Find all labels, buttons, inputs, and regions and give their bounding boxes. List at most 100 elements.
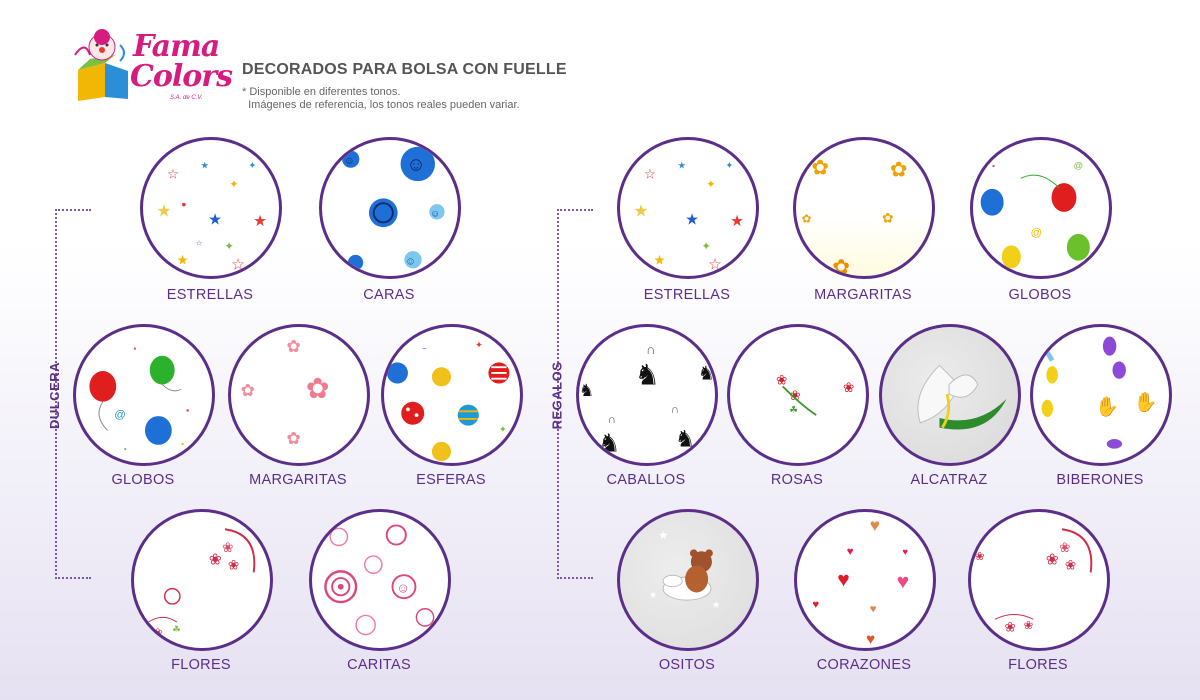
svg-text:★: ★ <box>658 530 668 542</box>
swatch-regalos-estrellas[interactable]: ☆ ★ ✦ ★ ★ ★ ✦ ★ ☆ ✦ <box>617 137 759 279</box>
svg-text:❀: ❀ <box>975 551 985 563</box>
svg-text:@: @ <box>1030 227 1042 239</box>
horses-pattern-icon: ♞ ♞ ♞ ♞ ♞ ∩ ∩ ∩ <box>579 342 715 458</box>
swatch-regalos-flores[interactable]: ❀ ❀ ❀ ❀ ❀ ❀ <box>968 509 1110 651</box>
label-regalos-rosas: ROSAS <box>770 472 824 488</box>
svg-text:♞: ♞ <box>635 359 661 391</box>
svg-text:✿: ✿ <box>287 336 301 356</box>
svg-text:♥: ♥ <box>847 546 854 558</box>
svg-text:♞: ♞ <box>579 380 594 400</box>
flowers-pattern-icon: ❀ ❀ ❀ ❀ ❀ ❀ <box>975 528 1093 635</box>
logo-word-colors: Colors <box>130 59 233 94</box>
svg-text:★: ★ <box>253 213 267 230</box>
hearts-pattern-icon: ♥ ♥ ♥ ♥ ♥ ♥ ♥ ♥ <box>812 515 910 648</box>
swatch-dulcera-globos[interactable]: ✦ ▪ @ ▪ ▪ ▪ <box>73 324 215 466</box>
svg-text:∩: ∩ <box>646 342 656 357</box>
svg-text:✦: ✦ <box>701 241 711 253</box>
svg-text:❀: ❀ <box>228 557 239 572</box>
svg-text:✿: ✿ <box>882 210 893 225</box>
svg-text:✦: ✦ <box>499 424 507 435</box>
regalos-bracket <box>557 209 593 579</box>
swatch-regalos-globos[interactable]: @ @ ▪ <box>970 137 1112 279</box>
swatch-regalos-biberones[interactable]: ✋ ✋ <box>1030 324 1172 466</box>
svg-text:☆: ☆ <box>231 256 245 273</box>
svg-text:♥: ♥ <box>837 569 850 592</box>
swatch-regalos-rosas[interactable]: ❀ ❀ ☘ ❀ <box>727 324 869 466</box>
svg-text:♥: ♥ <box>870 604 877 616</box>
svg-text:@: @ <box>114 409 126 421</box>
roses-pattern-icon: ❀ ❀ ☘ ❀ <box>776 372 854 416</box>
svg-text:★: ★ <box>712 600 721 611</box>
swatch-regalos-margaritas[interactable]: ✿ ✿ ✿ ✿ ✿ <box>793 137 935 279</box>
balloons-pattern-icon: @ @ ▪ <box>980 161 1090 269</box>
svg-text:▪: ▪ <box>992 162 995 171</box>
svg-text:❀: ❀ <box>843 380 854 395</box>
page-title: DECORADOS PARA BOLSA CON FUELLE <box>242 61 567 78</box>
swatch-dulcera-caritas[interactable]: ☺ <box>309 509 451 651</box>
svg-text:✿: ✿ <box>306 373 330 405</box>
swatch-regalos-caballos[interactable]: ♞ ♞ ♞ ♞ ♞ ∩ ∩ ∩ <box>576 324 718 466</box>
balloons-pattern-icon: ✦ ▪ @ ▪ ▪ ▪ <box>86 344 190 454</box>
dulcera-bracket <box>55 209 91 579</box>
svg-text:☺: ☺ <box>396 580 410 595</box>
daisies-pattern-icon: ✿ ✿ ✿ ✿ <box>241 336 330 448</box>
calla-lily-pattern-icon <box>917 364 1007 430</box>
swatch-regalos-alcatraz[interactable] <box>879 324 1021 466</box>
svg-text:✦: ✦ <box>248 161 256 172</box>
svg-text:♥: ♥ <box>866 631 875 648</box>
svg-text:✦: ✦ <box>725 161 733 172</box>
flowers-pattern-icon: ❀ ❀ ❀ ❀ ☘ <box>148 528 256 640</box>
svg-text:❀: ❀ <box>1024 620 1034 632</box>
section-label-regalos: REGALOS <box>549 361 565 430</box>
swatch-dulcera-estrellas[interactable]: ☆ ★ ✦ ★ ★ ★ ● ✦ ★ ☆ ✦ ☆ <box>140 137 282 279</box>
label-dulcera-globos: GLOBOS <box>111 472 175 488</box>
swatch-regalos-ositos[interactable]: ★ ★ ★ <box>617 509 759 651</box>
svg-text:❀: ❀ <box>1065 557 1076 572</box>
smiley-faces-pattern-icon: ☺ <box>324 524 435 636</box>
svg-text:✿: ✿ <box>811 156 829 179</box>
baby-bottles-footprints-pattern-icon: ✋ ✋ <box>1038 336 1158 449</box>
svg-text:❀: ❀ <box>776 372 787 387</box>
clown-box-logo-icon <box>74 29 128 101</box>
svg-text:✦: ✦ <box>475 340 483 351</box>
svg-text:❀: ❀ <box>1059 540 1070 555</box>
svg-text:☺: ☺ <box>405 256 416 268</box>
svg-text:☆: ☆ <box>708 256 722 273</box>
label-dulcera-margaritas: MARGARITAS <box>249 472 347 488</box>
svg-text:●: ● <box>181 199 186 209</box>
svg-text:★: ★ <box>677 161 686 172</box>
stars-pattern-icon: ☆ ★ ✦ ★ ★ ★ ✦ ★ ☆ ✦ <box>633 161 744 274</box>
label-regalos-ositos: OSITOS <box>658 657 716 673</box>
logo-word-fama: Fama <box>133 29 220 64</box>
svg-text:★: ★ <box>730 213 744 230</box>
label-dulcera-caras: CARAS <box>363 287 415 303</box>
swatch-dulcera-margaritas[interactable]: ✿ ✿ ✿ ✿ <box>228 324 370 466</box>
svg-text:☆: ☆ <box>196 238 203 247</box>
svg-text:★: ★ <box>685 211 699 228</box>
svg-text:☺: ☺ <box>406 155 426 176</box>
svg-text:✋: ✋ <box>1095 395 1119 418</box>
svg-text:∩: ∩ <box>608 414 616 426</box>
yellow-daisies-pattern-icon: ✿ ✿ ✿ ✿ ✿ <box>802 156 908 276</box>
svg-text:★: ★ <box>156 201 171 221</box>
teddy-bears-pattern-icon: ★ ★ ★ <box>649 530 721 611</box>
swatch-dulcera-esferas[interactable]: ✦ ✦ ~ <box>381 324 523 466</box>
svg-text:✿: ✿ <box>287 428 301 448</box>
svg-text:♥: ♥ <box>897 571 910 594</box>
swatch-dulcera-flores[interactable]: ❀ ❀ ❀ ❀ ☘ <box>131 509 273 651</box>
svg-text:♞: ♞ <box>675 426 696 452</box>
label-dulcera-estrellas: ESTRELLAS <box>166 287 254 303</box>
svg-text:★: ★ <box>208 211 222 228</box>
logo-suffix: S.A. de C.V. <box>170 95 203 101</box>
disclaimer-note: * Disponible en diferentes tonos. Imágen… <box>242 86 520 111</box>
svg-text:✦: ✦ <box>229 179 239 191</box>
svg-text:♞: ♞ <box>598 430 620 458</box>
swatch-dulcera-caras[interactable]: ☺ ☺ ☺ ☺ <box>319 137 461 279</box>
svg-text:☺: ☺ <box>344 155 355 167</box>
svg-text:▪: ▪ <box>181 440 184 449</box>
swatch-regalos-corazones[interactable]: ♥ ♥ ♥ ♥ ♥ ♥ ♥ ♥ <box>794 509 936 651</box>
svg-text:∩: ∩ <box>671 404 679 416</box>
svg-text:❀: ❀ <box>222 540 233 555</box>
svg-text:♥: ♥ <box>902 547 908 558</box>
svg-text:✋: ✋ <box>1134 390 1158 413</box>
